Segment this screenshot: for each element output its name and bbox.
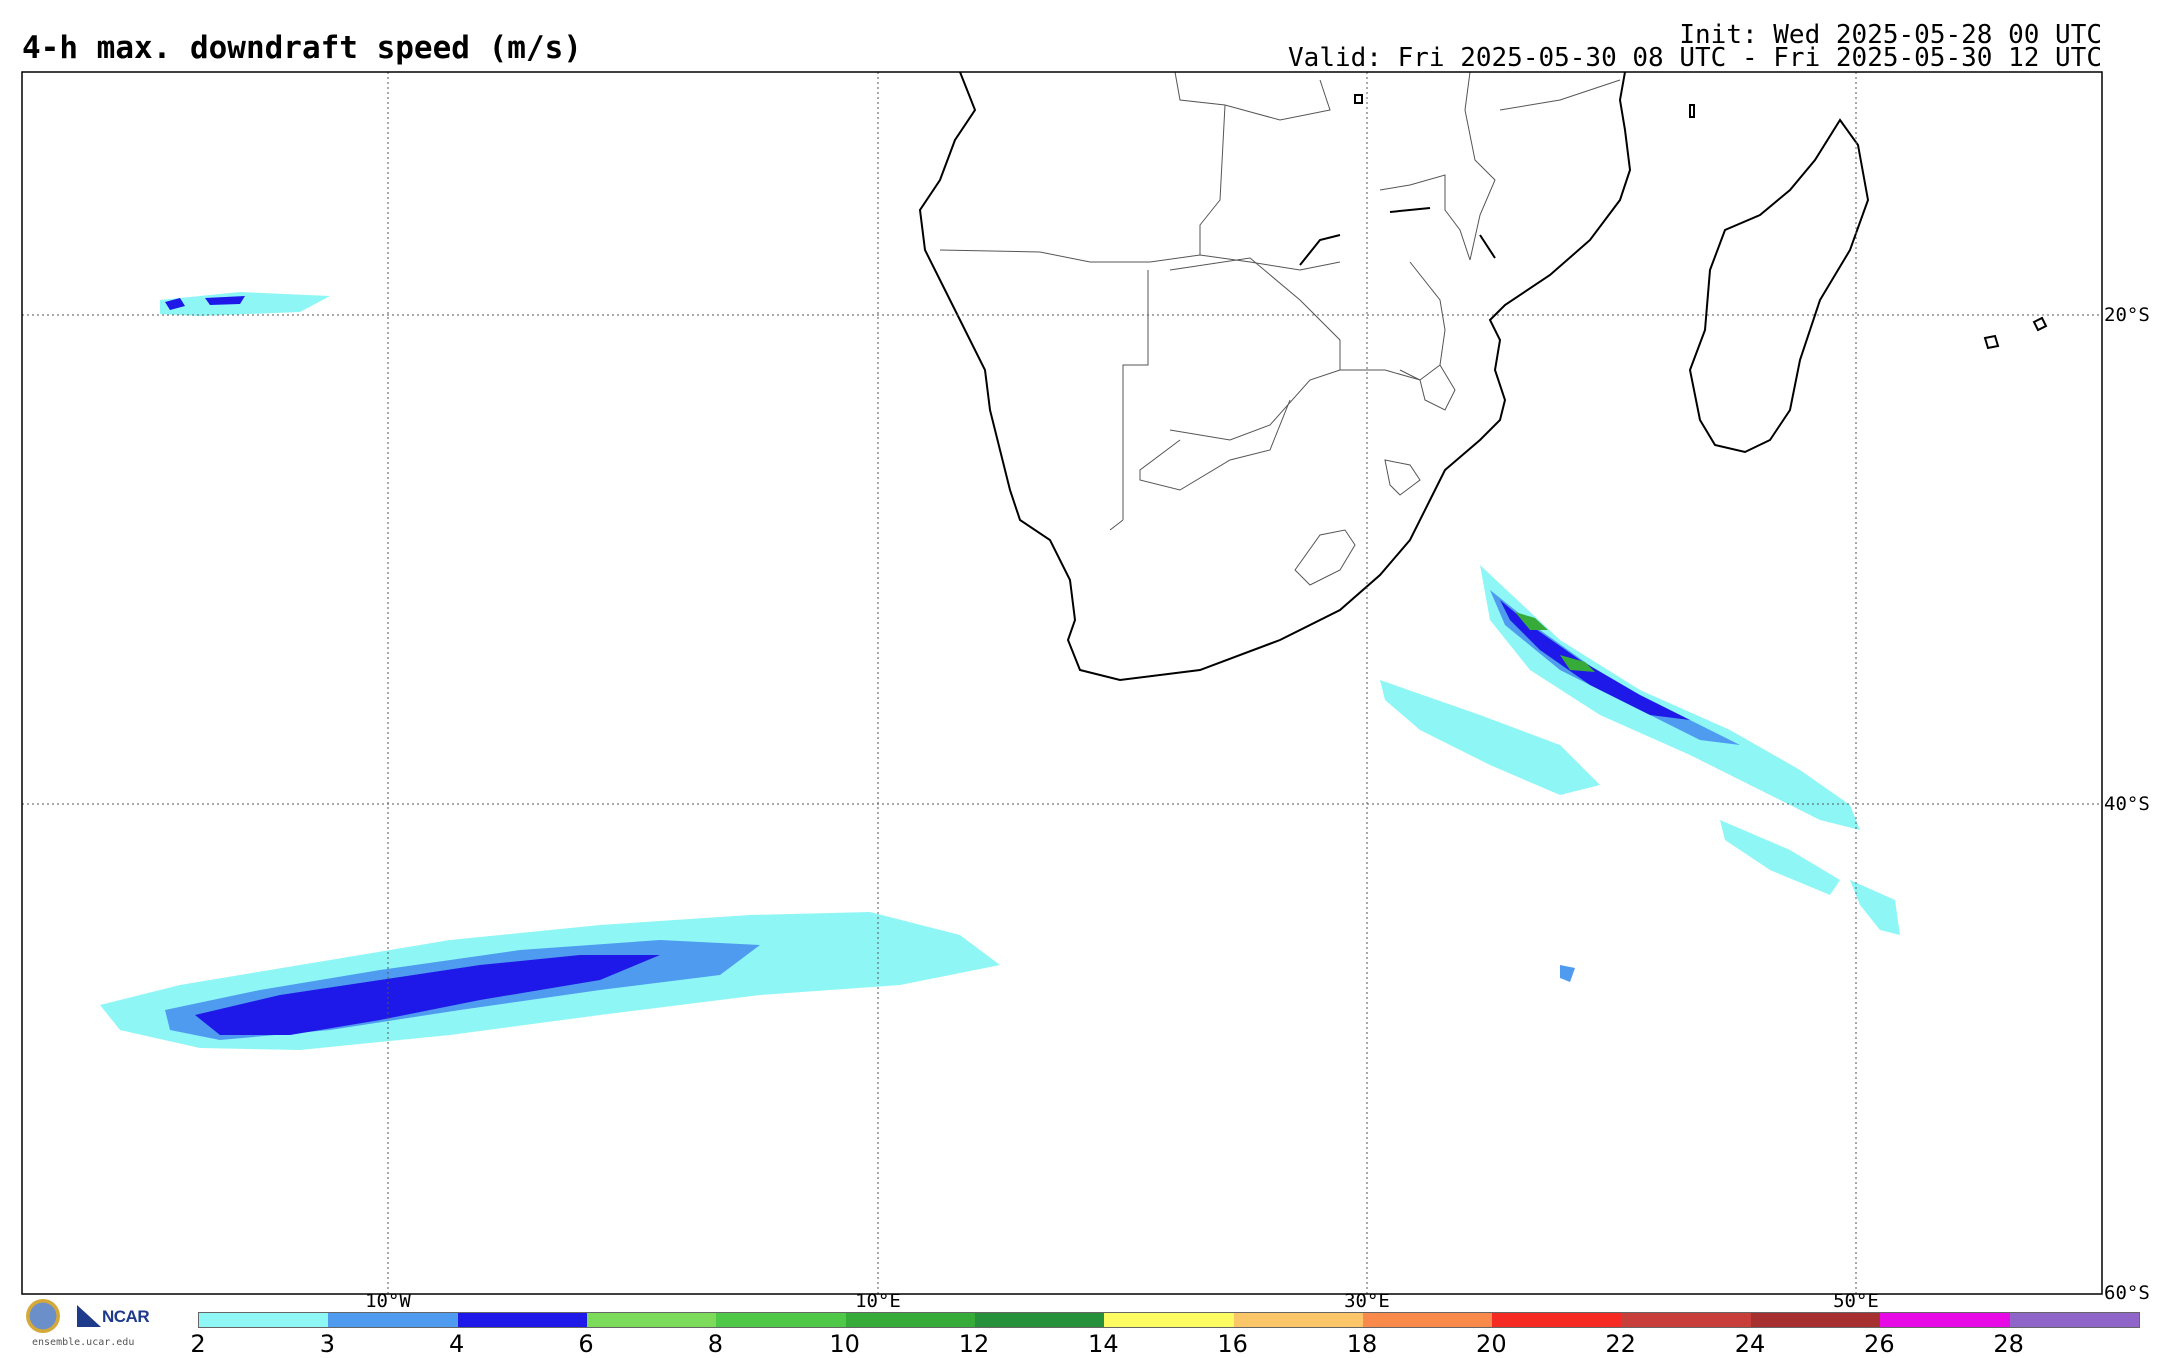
colorbar-segment bbox=[199, 1313, 329, 1327]
colorbar-segment bbox=[1104, 1313, 1234, 1327]
colorbar-segment bbox=[1621, 1313, 1751, 1327]
borders-africa bbox=[939, 72, 1621, 586]
colorbar-segment bbox=[1492, 1313, 1622, 1327]
colorbar-tick-label: 2 bbox=[190, 1330, 206, 1358]
lon-label-30e: 30°E bbox=[1344, 1290, 1390, 1312]
downdraft-band-atlantic bbox=[100, 912, 1000, 1050]
colorbar-tick-label: 20 bbox=[1476, 1330, 1507, 1358]
coastline-madagascar bbox=[1688, 118, 1870, 454]
colorbar-segment bbox=[586, 1313, 717, 1327]
colorbar-tick-label: 16 bbox=[1217, 1330, 1248, 1358]
map-title: 4-h max. downdraft speed (m/s) bbox=[22, 30, 582, 66]
ncar-logo-text: NCAR bbox=[102, 1307, 150, 1326]
colorbar-segment bbox=[457, 1313, 587, 1327]
graticule bbox=[22, 72, 2102, 1294]
colorbar-segment bbox=[1880, 1313, 2010, 1327]
colorbar-segment bbox=[1362, 1313, 1493, 1327]
colorbar-tick-label: 6 bbox=[578, 1330, 594, 1358]
colorbar-segment bbox=[845, 1313, 975, 1327]
colorbar-tick-label: 3 bbox=[319, 1330, 335, 1358]
valid-time: Valid: Fri 2025-05-30 08 UTC - Fri 2025-… bbox=[1288, 43, 2102, 73]
lat-label-60s: 60°S bbox=[2104, 1282, 2150, 1304]
colorbar-tick-label: 26 bbox=[1864, 1330, 1895, 1358]
colorbar-tick-label: 8 bbox=[707, 1330, 723, 1358]
ncar-logo-icon bbox=[77, 1305, 101, 1327]
coastline-africa bbox=[918, 72, 1632, 682]
lat-label-20s: 20°S bbox=[2104, 304, 2150, 326]
colorbar-tick-label: 10 bbox=[829, 1330, 860, 1358]
downdraft-patch-northwest bbox=[160, 292, 330, 316]
coastline-mauritius bbox=[1983, 334, 2000, 350]
lon-label-50e: 50°E bbox=[1833, 1290, 1879, 1312]
map-frame bbox=[21, 71, 2103, 1295]
colorbar-segment bbox=[328, 1313, 458, 1327]
nsf-logo-icon bbox=[26, 1299, 60, 1333]
downdraft-band-indian-ocean bbox=[1380, 565, 1900, 982]
colorbar-tick-label: 22 bbox=[1605, 1330, 1636, 1358]
coastline-reunion bbox=[2032, 316, 2048, 332]
colorbar-segment bbox=[716, 1313, 846, 1327]
lakes bbox=[1299, 94, 1496, 266]
colorbar-tick-label: 12 bbox=[958, 1330, 990, 1358]
logo-area: NCAR ensemble.ucar.edu bbox=[22, 1297, 152, 1353]
colorbar-tick-label: 28 bbox=[1993, 1330, 2024, 1358]
coastline-comoros bbox=[1689, 104, 1695, 118]
lon-label-10w: 10°W bbox=[365, 1290, 411, 1312]
colorbar-tick-label: 4 bbox=[449, 1330, 465, 1358]
site-url: ensemble.ucar.edu bbox=[32, 1337, 135, 1348]
colorbar-segment bbox=[974, 1313, 1105, 1327]
colorbar-segment bbox=[1233, 1313, 1363, 1327]
lat-label-40s: 40°S bbox=[2104, 793, 2150, 815]
colorbar-tick-label: 24 bbox=[1734, 1330, 1766, 1358]
colorbar-tick-label: 18 bbox=[1346, 1330, 1378, 1358]
colorbar bbox=[198, 1312, 2140, 1328]
colorbar-segment bbox=[2009, 1313, 2139, 1327]
lon-label-10e: 10°E bbox=[855, 1290, 901, 1312]
colorbar-tick-label: 14 bbox=[1088, 1330, 1119, 1358]
init-time: Init: Wed 2025-05-28 00 UTC bbox=[1679, 20, 2102, 50]
colorbar-segment bbox=[1750, 1313, 1881, 1327]
